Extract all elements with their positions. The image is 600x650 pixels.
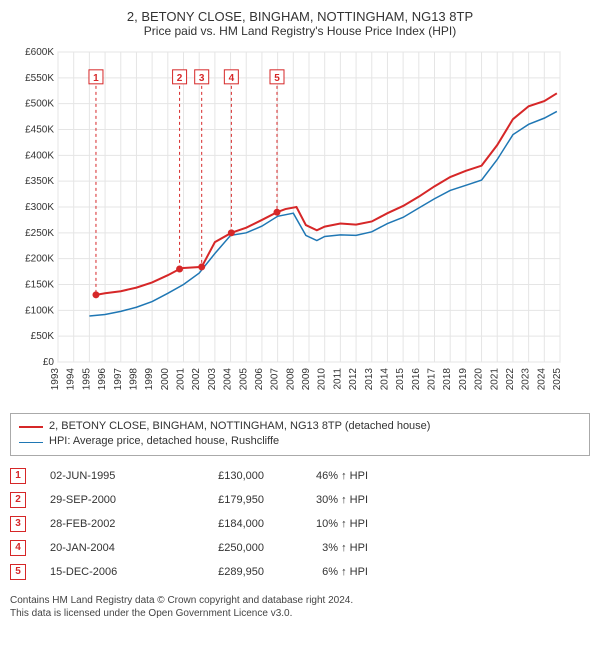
sale-diff: 30% ↑ HPI	[288, 494, 368, 506]
svg-text:2005: 2005	[238, 368, 249, 391]
chart-subtitle: Price paid vs. HM Land Registry's House …	[10, 24, 590, 38]
svg-text:1999: 1999	[144, 368, 155, 391]
chart-plot-area: £0 £50K £100K £150K £200K £250K £300K £350K £400…	[10, 42, 590, 405]
svg-text:2009: 2009	[301, 368, 312, 391]
svg-text:4: 4	[229, 73, 235, 84]
sale-date: 02-JUN-1995	[50, 470, 160, 482]
svg-text:£100K: £100K	[25, 305, 54, 316]
sale-diff: 6% ↑ HPI	[288, 566, 368, 578]
svg-text:£250K: £250K	[25, 228, 54, 239]
chart-title: 2, BETONY CLOSE, BINGHAM, NOTTINGHAM, NG…	[10, 9, 590, 24]
svg-text:2011: 2011	[332, 368, 343, 390]
svg-text:2020: 2020	[474, 368, 485, 391]
legend-label: 2, BETONY CLOSE, BINGHAM, NOTTINGHAM, NG…	[49, 419, 430, 434]
sale-price: £289,950	[184, 566, 264, 578]
footer-line-2: This data is licensed under the Open Gov…	[10, 607, 590, 620]
svg-text:1993: 1993	[50, 368, 61, 391]
svg-text:£300K: £300K	[25, 202, 54, 213]
svg-text:2010: 2010	[317, 368, 328, 391]
svg-text:2008: 2008	[285, 368, 296, 391]
sale-date: 29-SEP-2000	[50, 494, 160, 506]
svg-text:£400K: £400K	[25, 150, 54, 161]
sale-marker-box: 2	[10, 492, 26, 508]
sale-price: £179,950	[184, 494, 264, 506]
svg-text:2019: 2019	[458, 368, 469, 391]
svg-text:2014: 2014	[379, 368, 390, 391]
svg-text:£500K: £500K	[25, 99, 54, 110]
sales-row: 3 28-FEB-2002 £184,000 10% ↑ HPI	[10, 512, 590, 536]
svg-text:2021: 2021	[489, 368, 500, 391]
svg-text:£450K: £450K	[25, 125, 54, 136]
svg-text:£550K: £550K	[25, 73, 54, 84]
svg-text:2025: 2025	[552, 368, 563, 391]
svg-text:2015: 2015	[395, 368, 406, 391]
sale-marker-box: 5	[10, 564, 26, 580]
svg-text:2023: 2023	[521, 368, 532, 391]
svg-text:1998: 1998	[128, 368, 139, 391]
sales-row: 5 15-DEC-2006 £289,950 6% ↑ HPI	[10, 560, 590, 584]
svg-text:1994: 1994	[66, 368, 77, 391]
sale-marker-box: 3	[10, 516, 26, 532]
sale-marker-box: 1	[10, 468, 26, 484]
footer-line-1: Contains HM Land Registry data © Crown c…	[10, 594, 590, 607]
legend-row: 2, BETONY CLOSE, BINGHAM, NOTTINGHAM, NG…	[19, 419, 581, 434]
sale-date: 20-JAN-2004	[50, 542, 160, 554]
svg-text:2024: 2024	[536, 368, 547, 391]
sale-diff: 46% ↑ HPI	[288, 470, 368, 482]
sale-diff: 10% ↑ HPI	[288, 518, 368, 530]
sales-row: 4 20-JAN-2004 £250,000 3% ↑ HPI	[10, 536, 590, 560]
sales-row: 1 02-JUN-1995 £130,000 46% ↑ HPI	[10, 464, 590, 488]
svg-text:5: 5	[274, 73, 280, 84]
legend-swatch	[19, 442, 43, 443]
svg-text:2004: 2004	[223, 368, 234, 391]
sale-price: £250,000	[184, 542, 264, 554]
sale-date: 28-FEB-2002	[50, 518, 160, 530]
svg-text:£0: £0	[43, 357, 55, 368]
svg-text:£50K: £50K	[31, 331, 55, 342]
sales-row: 2 29-SEP-2000 £179,950 30% ↑ HPI	[10, 488, 590, 512]
svg-text:2003: 2003	[207, 368, 218, 391]
svg-text:2007: 2007	[270, 368, 281, 391]
sale-diff: 3% ↑ HPI	[288, 542, 368, 554]
svg-text:2022: 2022	[505, 368, 516, 391]
svg-text:3: 3	[199, 73, 205, 84]
sale-date: 15-DEC-2006	[50, 566, 160, 578]
svg-text:1996: 1996	[97, 368, 108, 391]
svg-text:2: 2	[177, 73, 183, 84]
svg-text:£350K: £350K	[25, 176, 54, 187]
svg-text:2002: 2002	[191, 368, 202, 391]
svg-text:£200K: £200K	[25, 254, 54, 265]
sales-table: 102-JUN-1995£130,00046% ↑ HPI229-SEP-200…	[10, 464, 590, 584]
svg-text:1997: 1997	[113, 368, 124, 391]
svg-text:2016: 2016	[411, 368, 422, 391]
svg-text:£600K: £600K	[25, 47, 54, 58]
svg-text:2000: 2000	[160, 368, 171, 391]
svg-text:1995: 1995	[81, 368, 92, 391]
sale-price: £184,000	[184, 518, 264, 530]
svg-text:2017: 2017	[427, 368, 438, 391]
chart-container: 2, BETONY CLOSE, BINGHAM, NOTTINGHAM, NG…	[0, 0, 600, 625]
line-chart-svg: £0 £50K £100K £150K £200K £250K £300K £350K £400…	[10, 42, 570, 402]
sale-price: £130,000	[184, 470, 264, 482]
svg-text:2018: 2018	[442, 368, 453, 391]
legend-row: HPI: Average price, detached house, Rush…	[19, 434, 581, 449]
chart-legend: 2, BETONY CLOSE, BINGHAM, NOTTINGHAM, NG…	[10, 413, 590, 456]
svg-text:£150K: £150K	[25, 280, 54, 291]
svg-text:2006: 2006	[254, 368, 265, 391]
svg-text:2013: 2013	[364, 368, 375, 391]
chart-footer: Contains HM Land Registry data © Crown c…	[10, 594, 590, 620]
legend-swatch	[19, 426, 43, 428]
svg-text:1: 1	[93, 73, 99, 84]
svg-text:2001: 2001	[176, 368, 187, 391]
svg-text:2012: 2012	[348, 368, 359, 391]
sale-marker-box: 4	[10, 540, 26, 556]
legend-label: HPI: Average price, detached house, Rush…	[49, 434, 279, 449]
